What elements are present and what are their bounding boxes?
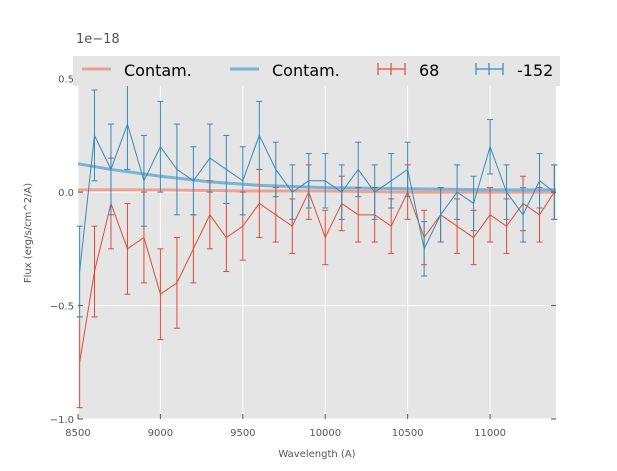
legend-label-68: 68 (419, 61, 439, 80)
y-tick-label: −0.5 (50, 302, 74, 313)
x-tick-label: 9000 (148, 428, 173, 439)
legend-label-neg152: -152 (517, 61, 553, 80)
legend-label-contam-red: Contam. (124, 61, 192, 80)
y-axis-label: Flux (erg/s/cm^2/A) (23, 183, 34, 283)
plot-background (78, 56, 556, 419)
x-tick-label: 9500 (230, 428, 255, 439)
legend-swatch-neg152 (475, 63, 504, 75)
y-tick-label: 0.5 (58, 75, 74, 86)
legend-frame (73, 56, 560, 86)
x-tick-label: 8500 (65, 428, 90, 439)
y-tick-label: −1.0 (50, 415, 74, 426)
x-tick-label: 10500 (392, 428, 424, 439)
series-line (79, 190, 555, 363)
series-152 (76, 78, 558, 318)
legend-swatch-68 (377, 63, 406, 75)
x-tick-label: 11000 (474, 428, 506, 439)
errorbar-series (76, 78, 558, 409)
y-scale-label: 1e−18 (76, 32, 120, 47)
y-tick-label: 0.0 (58, 188, 74, 199)
legend: Contam. Contam. 68 -152 (73, 56, 560, 86)
legend-label-contam-blue: Contam. (272, 61, 340, 80)
x-tick-label: 10000 (309, 428, 341, 439)
series-line (79, 122, 555, 272)
x-axis-label: Wavelength (A) (278, 449, 355, 460)
